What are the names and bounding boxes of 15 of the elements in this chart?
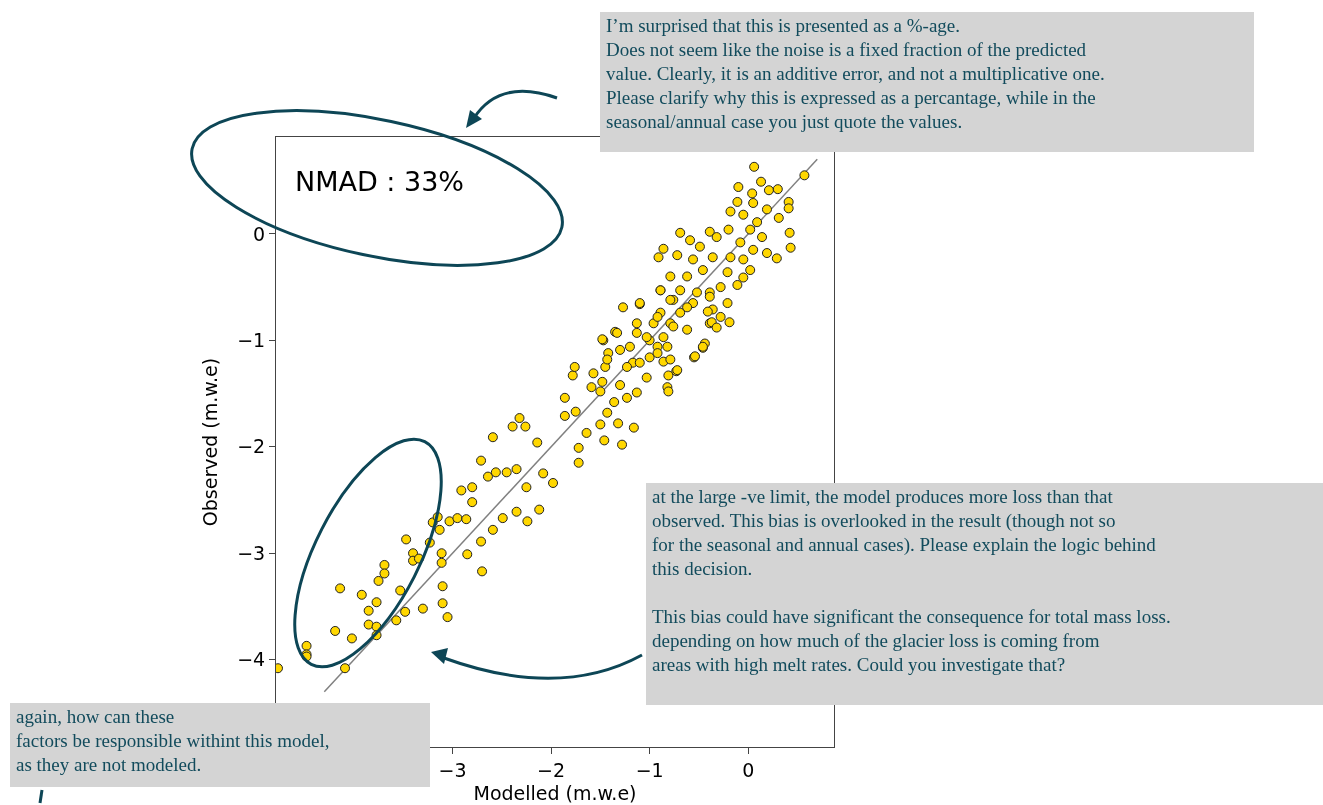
annotation: NMAD : 33%: [295, 166, 465, 197]
y-tick-label: −3: [237, 541, 266, 564]
y-tick-label: −2: [237, 435, 266, 458]
y-tick-label: −1: [237, 328, 266, 351]
x-tick-label: −2: [537, 758, 566, 781]
x-tick-label: −1: [635, 758, 664, 781]
x-tick-label: 0: [742, 758, 755, 781]
x-tick-label: −3: [438, 758, 467, 781]
comment-box: at the large -ve limit, the model produces more loss than that observed. This bias is overlooked in the result (though not so for the seasonal and annual cases). Please explain the logic behind this decision. This bias could have significant the consequence for total mass loss. depending on how much of the glacier loss is coming from areas with high melt rates. Could you investigate that?: [646, 483, 1323, 705]
y-tick-label: −4: [237, 648, 266, 671]
y-axis-title: Observed (m.w.e): [199, 357, 222, 527]
y-tick-label: 0: [253, 222, 266, 245]
comment-box: I’m surprised that this is presented as a %-age. Does not seem like the noise is a fixed fraction of the predicted value. Clearly, it is an additive error, and not a multiplicative one. Please clarify why this is expressed as a percantage, while in the seasonal/annual case you just quote the values.: [600, 12, 1254, 152]
comment-box: again, how can these factors be responsible withint this model, as they are not modeled.: [10, 703, 430, 787]
x-axis-title: Modelled (m.w.e): [473, 781, 637, 804]
